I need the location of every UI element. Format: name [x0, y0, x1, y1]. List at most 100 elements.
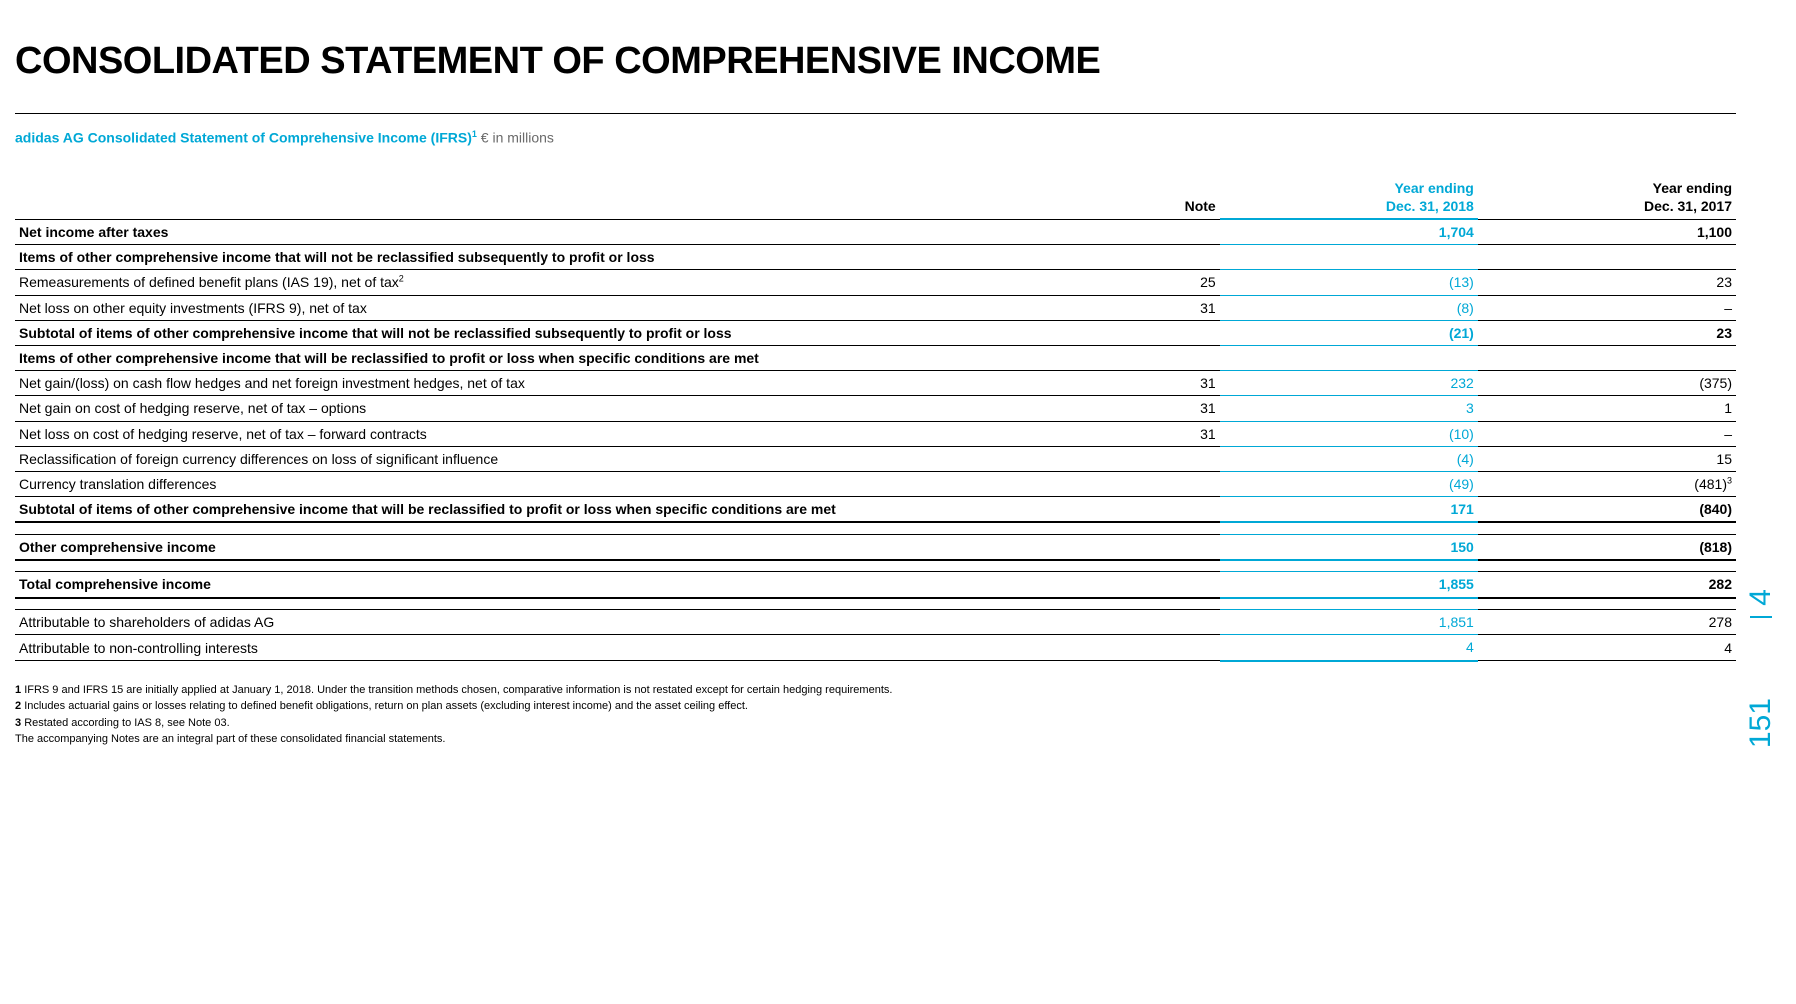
row-value-2017: 282: [1478, 572, 1736, 598]
row-value-2017: 23: [1478, 320, 1736, 345]
row-note: 25: [1082, 270, 1220, 295]
row-value-2017: 4: [1478, 635, 1736, 661]
row-value-2017: 23: [1478, 270, 1736, 295]
row-value-2018: (49): [1220, 471, 1478, 496]
row-label: Net income after taxes: [15, 219, 1082, 245]
table-row: [15, 522, 1736, 532]
table-row: Remeasurements of defined benefit plans …: [15, 270, 1736, 295]
row-value-2018: 171: [1220, 497, 1478, 523]
row-value-2018: 4: [1220, 635, 1478, 661]
subtitle-unit: € in millions: [481, 130, 554, 146]
row-note: [1082, 471, 1220, 496]
row-label: Subtotal of items of other comprehensive…: [15, 497, 1082, 523]
row-label: Currency translation differences: [15, 471, 1082, 496]
row-note: [1082, 610, 1220, 635]
row-value-2017: –: [1478, 295, 1736, 320]
subtitle-text: adidas AG Consolidated Statement of Comp…: [15, 130, 472, 146]
page-side-numbers: 4 151: [1744, 580, 1778, 748]
row-value-2018: 1,851: [1220, 610, 1478, 635]
table-row: Subtotal of items of other comprehensive…: [15, 497, 1736, 523]
table-row: Other comprehensive income 150(818): [15, 534, 1736, 560]
row-label: Remeasurements of defined benefit plans …: [15, 270, 1082, 295]
table-header-row: Note Year endingDec. 31, 2018 Year endin…: [15, 176, 1736, 219]
row-note: [1082, 446, 1220, 471]
row-value-2017: 278: [1478, 610, 1736, 635]
col-header-2017: Year endingDec. 31, 2017: [1478, 176, 1736, 219]
title-divider: [15, 113, 1736, 114]
table-row: Net income after taxes 1,7041,100: [15, 219, 1736, 245]
row-note: [1082, 320, 1220, 345]
row-value-2018: 232: [1220, 371, 1478, 396]
row-label: Total comprehensive income: [15, 572, 1082, 598]
row-value-2017: 1,100: [1478, 219, 1736, 245]
table-row: Currency translation differences (49)(481…: [15, 471, 1736, 496]
row-label: Subtotal of items of other comprehensive…: [15, 320, 1082, 345]
table-row: Reclassification of foreign currency dif…: [15, 446, 1736, 471]
table-row: [15, 598, 1736, 608]
row-value-2018: (13): [1220, 270, 1478, 295]
row-note: 31: [1082, 295, 1220, 320]
table-row: Subtotal of items of other comprehensive…: [15, 320, 1736, 345]
footnote: 2 Includes actuarial gains or losses rel…: [15, 698, 1736, 715]
table-row: Items of other comprehensive income that…: [15, 345, 1736, 370]
row-value-2017: (840): [1478, 497, 1736, 523]
subtitle-sup: 1: [472, 129, 477, 139]
row-label: Net loss on other equity investments (IF…: [15, 295, 1082, 320]
row-label: Items of other comprehensive income that…: [15, 345, 1082, 370]
row-value-2017: [1478, 245, 1736, 270]
row-value-2017: (375): [1478, 371, 1736, 396]
row-value-2017: 1: [1478, 396, 1736, 421]
row-label: Other comprehensive income: [15, 534, 1082, 560]
row-value-2018: (10): [1220, 421, 1478, 446]
table-subtitle: adidas AG Consolidated Statement of Comp…: [15, 129, 1736, 146]
table-row: [15, 560, 1736, 570]
row-value-2018: (4): [1220, 446, 1478, 471]
table-row: Net gain on cost of hedging reserve, net…: [15, 396, 1736, 421]
row-note: [1082, 219, 1220, 245]
row-label: Items of other comprehensive income that…: [15, 245, 1082, 270]
row-note: 31: [1082, 371, 1220, 396]
row-value-2018: (8): [1220, 295, 1478, 320]
row-note: [1082, 572, 1220, 598]
side-number-bottom: 151: [1744, 698, 1777, 748]
table-row: Net gain/(loss) on cash flow hedges and …: [15, 371, 1736, 396]
row-value-2018: 150: [1220, 534, 1478, 560]
row-value-2017: –: [1478, 421, 1736, 446]
col-header-2018: Year endingDec. 31, 2018: [1220, 176, 1478, 219]
row-value-2018: (21): [1220, 320, 1478, 345]
row-label: Net gain/(loss) on cash flow hedges and …: [15, 371, 1082, 396]
row-note: [1082, 245, 1220, 270]
row-value-2018: 1,704: [1220, 219, 1478, 245]
row-note: 31: [1082, 396, 1220, 421]
row-value-2017: (818): [1478, 534, 1736, 560]
row-value-2017: (481)3: [1478, 471, 1736, 496]
footnote-final: The accompanying Notes are an integral p…: [15, 731, 1736, 748]
row-value-2018: [1220, 345, 1478, 370]
row-value-2018: 3: [1220, 396, 1478, 421]
row-note: [1082, 635, 1220, 661]
side-number-top: 4: [1744, 589, 1777, 606]
row-label: Reclassification of foreign currency dif…: [15, 446, 1082, 471]
table-body: Net income after taxes 1,7041,100 Items of…: [15, 219, 1736, 661]
footnotes: 1 IFRS 9 and IFRS 15 are initially appli…: [15, 682, 1736, 748]
table-row: Net loss on other equity investments (IF…: [15, 295, 1736, 320]
table-row: Attributable to non-controlling interest…: [15, 635, 1736, 661]
financial-table: Note Year endingDec. 31, 2018 Year endin…: [15, 176, 1736, 662]
table-row: Total comprehensive income 1,855282: [15, 572, 1736, 598]
page-title: CONSOLIDATED STATEMENT OF COMPREHENSIVE …: [15, 40, 1736, 83]
row-label: Net gain on cost of hedging reserve, net…: [15, 396, 1082, 421]
row-note: [1082, 345, 1220, 370]
table-row: Items of other comprehensive income that…: [15, 245, 1736, 270]
row-label: Net loss on cost of hedging reserve, net…: [15, 421, 1082, 446]
row-note: 31: [1082, 421, 1220, 446]
row-note: [1082, 534, 1220, 560]
row-value-2018: [1220, 245, 1478, 270]
row-value-2018: 1,855: [1220, 572, 1478, 598]
table-row: Net loss on cost of hedging reserve, net…: [15, 421, 1736, 446]
row-note: [1082, 497, 1220, 523]
row-value-2017: [1478, 345, 1736, 370]
table-row: Attributable to shareholders of adidas A…: [15, 610, 1736, 635]
row-value-2017: 15: [1478, 446, 1736, 471]
footnote: 1 IFRS 9 and IFRS 15 are initially appli…: [15, 682, 1736, 699]
col-header-note: Note: [1082, 176, 1220, 219]
